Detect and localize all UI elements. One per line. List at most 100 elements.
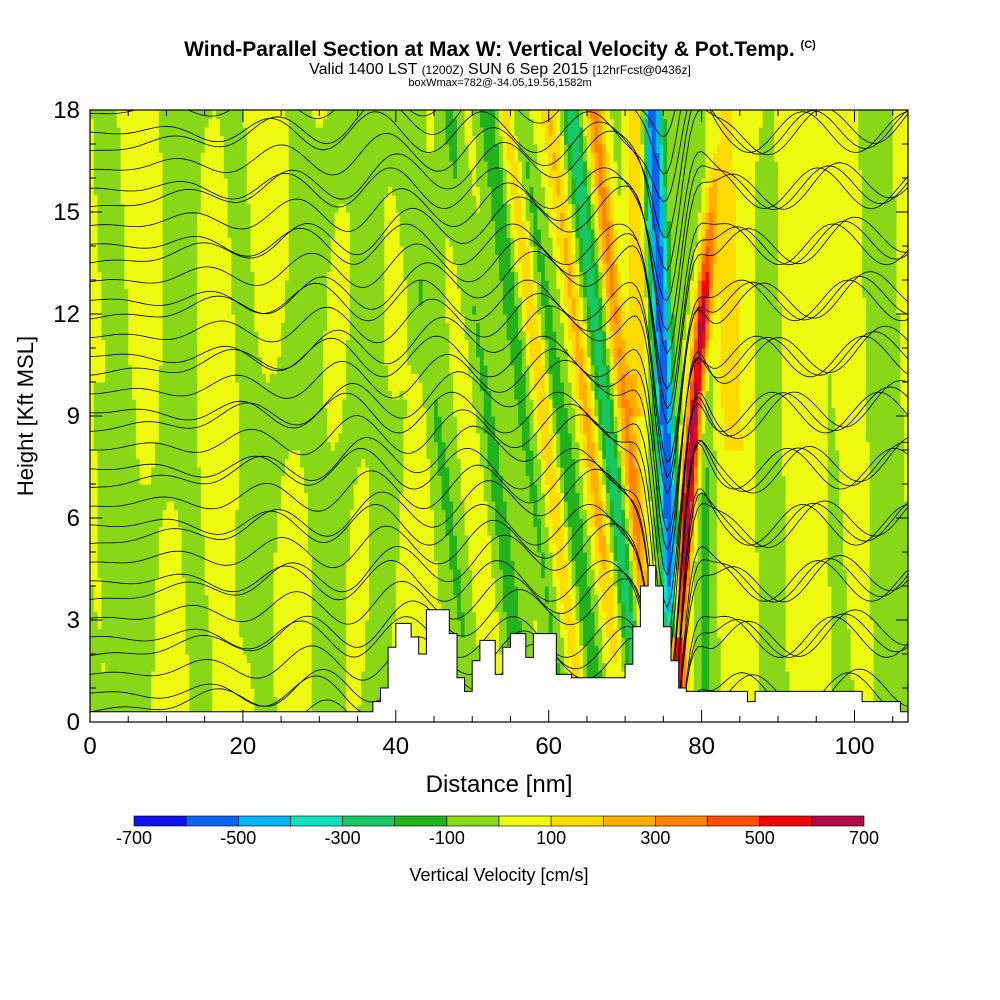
field-cell <box>242 620 248 630</box>
field-cell <box>116 135 122 145</box>
field-cell <box>189 135 194 145</box>
field-cell <box>124 569 129 579</box>
field-cell <box>128 144 133 154</box>
field-cell <box>338 373 343 383</box>
field-cell <box>250 152 255 162</box>
field-cell <box>174 416 179 426</box>
field-cell <box>342 603 347 613</box>
field-cell <box>330 152 336 162</box>
field-cell <box>319 118 324 128</box>
field-cell <box>132 492 137 502</box>
field-cell <box>105 144 110 154</box>
field-cell <box>181 535 187 545</box>
field-cell <box>166 407 171 417</box>
field-cell <box>200 518 206 528</box>
field-cell <box>151 475 156 485</box>
field-cell <box>181 560 187 570</box>
field-cell <box>288 586 294 596</box>
field-cell <box>147 569 152 579</box>
field-cell <box>128 620 133 630</box>
field-cell <box>90 603 95 613</box>
field-cell <box>323 152 328 162</box>
field-cell <box>296 203 301 213</box>
field-cell <box>101 390 106 400</box>
field-cell <box>109 484 114 494</box>
field-cell <box>197 203 202 213</box>
field-cell <box>128 305 133 315</box>
field-cell <box>151 288 156 298</box>
field-cell <box>223 696 229 706</box>
field-cell <box>147 450 152 460</box>
field-cell <box>170 322 175 332</box>
field-cell <box>231 152 236 162</box>
field-cell <box>338 696 343 706</box>
field-cell <box>151 645 156 655</box>
field-cell <box>101 271 106 281</box>
field-cell <box>292 220 298 230</box>
field-cell <box>90 696 95 706</box>
field-cell <box>281 594 286 604</box>
field-cell <box>112 458 118 468</box>
field-cell <box>128 484 133 494</box>
field-cell <box>97 671 103 681</box>
field-cell <box>97 603 103 613</box>
field-cell <box>349 433 355 443</box>
field-cell <box>231 246 236 256</box>
field-cell <box>349 373 355 383</box>
field-cell <box>120 229 126 239</box>
field-cell <box>326 305 332 315</box>
field-cell <box>281 543 286 553</box>
field-cell <box>273 586 278 596</box>
field-cell <box>227 586 233 596</box>
field-cell <box>269 229 275 239</box>
field-cell <box>101 458 106 468</box>
field-cell <box>212 297 217 307</box>
field-cell <box>112 467 118 477</box>
field-cell <box>112 645 118 655</box>
field-cell <box>151 424 156 434</box>
field-cell <box>223 654 229 664</box>
field-cell <box>304 535 309 545</box>
field-cell <box>288 467 294 477</box>
field-cell <box>296 603 301 613</box>
field-cell <box>242 314 248 324</box>
field-cell <box>219 263 225 273</box>
field-cell <box>242 586 248 596</box>
field-cell <box>97 144 103 154</box>
field-cell <box>330 365 336 375</box>
field-cell <box>288 280 294 290</box>
field-cell <box>292 339 298 349</box>
field-cell <box>326 271 332 281</box>
field-cell <box>231 390 236 400</box>
field-cell <box>292 637 298 647</box>
field-cell <box>219 501 225 511</box>
field-cell <box>216 552 221 562</box>
field-cell <box>353 603 359 613</box>
field-cell <box>304 237 309 247</box>
field-cell <box>326 212 332 222</box>
field-cell <box>227 322 233 332</box>
field-cell <box>219 552 225 562</box>
field-cell <box>265 492 271 502</box>
field-cell <box>227 348 233 358</box>
field-cell <box>101 620 106 630</box>
field-cell <box>342 237 347 247</box>
field-cell <box>242 365 248 375</box>
field-cell <box>311 501 317 511</box>
field-cell <box>208 110 213 120</box>
field-cell <box>90 271 95 281</box>
field-cell <box>116 322 122 332</box>
field-cell <box>235 382 240 392</box>
field-cell <box>269 271 275 281</box>
field-cell <box>170 297 175 307</box>
field-cell <box>105 662 110 672</box>
field-cell <box>219 314 225 324</box>
field-cell <box>239 637 244 647</box>
field-cell <box>334 178 340 188</box>
field-cell <box>250 671 255 681</box>
field-cell <box>197 475 202 485</box>
field-cell <box>97 178 103 188</box>
field-cell <box>307 220 313 230</box>
field-cell <box>189 331 194 341</box>
field-cell <box>185 705 190 715</box>
